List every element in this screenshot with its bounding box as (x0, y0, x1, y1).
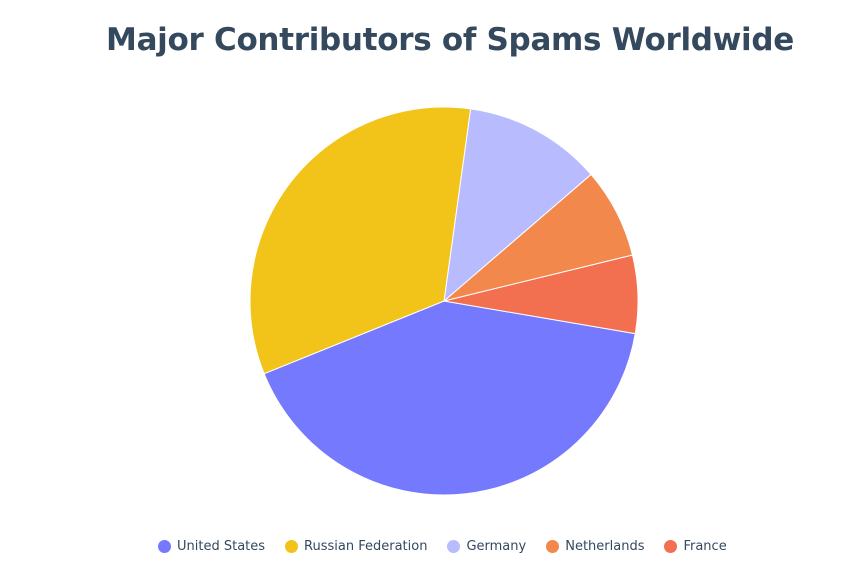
legend-swatch (447, 539, 461, 553)
legend-swatch (285, 539, 299, 553)
legend-swatch (158, 539, 171, 553)
legend: United States Russian Federation Germany… (158, 536, 747, 556)
legend-label: Germany (466, 538, 527, 554)
legend-label: United States (177, 538, 266, 554)
chart-title: Major Contributors of Spams Worldwide (106, 22, 794, 58)
pie-slice-united-states[interactable] (263, 300, 636, 496)
legend-item-germany[interactable]: Germany (447, 539, 526, 554)
legend-swatch (664, 539, 678, 553)
legend-item-france[interactable]: France (664, 538, 727, 554)
legend-label: France (683, 538, 727, 554)
pie-slice-germany[interactable] (443, 108, 592, 303)
legend-label: Russian Federation (304, 538, 428, 554)
legend-item-united-states[interactable]: United States (158, 539, 265, 554)
legend-item-russian-federation[interactable]: Russian Federation (285, 539, 427, 554)
pie-slice-russian-federation[interactable] (249, 106, 472, 375)
legend-label: Netherlands (565, 538, 645, 554)
legend-item-netherlands[interactable]: Netherlands (546, 539, 644, 554)
legend-swatch (546, 539, 560, 553)
